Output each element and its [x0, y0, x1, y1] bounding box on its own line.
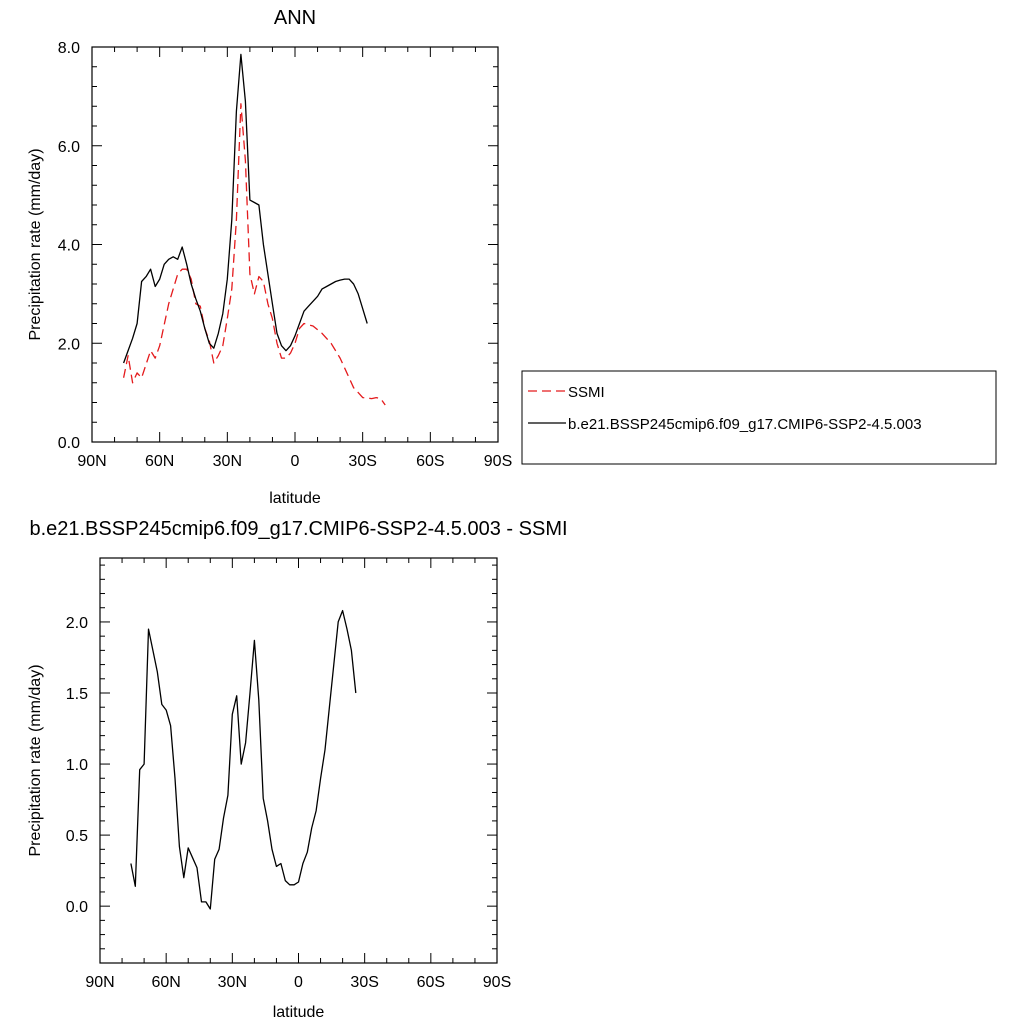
x-tick-label: 60S: [417, 974, 445, 991]
plot-frame: [99, 557, 498, 964]
y-tick-label: 0.0: [58, 435, 80, 452]
legend: SSMI b.e21.BSSP245cmip6.f09_g17.CMIP6-SSP…: [521, 370, 997, 465]
y-axis-label: Precipitation rate (mm/day): [27, 664, 44, 856]
y-tick-label: 8.0: [58, 40, 80, 57]
legend-entry: b.e21.BSSP245cmip6.f09_g17.CMIP6-SSP2-4.…: [568, 416, 922, 433]
y-tick-label: 1.0: [66, 757, 88, 774]
chart-title: ANN: [274, 7, 316, 29]
y-tick-label: 2.0: [58, 336, 80, 353]
y-tick-label: 0.5: [66, 828, 88, 845]
x-tick-label: 0: [291, 453, 300, 470]
panel-mean-precipitation: ANN 90N 60N 30N 0 30S 60S 90S 0.0 2.0 4.0 6.0 8.0 lat…: [27, 7, 997, 507]
y-tick-label: 2.0: [66, 615, 88, 632]
x-tick-label: 30S: [350, 974, 378, 991]
x-tick-label: 90S: [483, 974, 511, 991]
x-tick-label: 0: [294, 974, 303, 991]
series-line-1: [122, 53, 368, 364]
x-tick-label: 30N: [218, 974, 247, 991]
x-axis-label: latitude: [273, 1004, 325, 1021]
plot-frame: [91, 46, 499, 443]
chart-title: b.e21.BSSP245cmip6.f09_g17.CMIP6-SSP2-4.…: [29, 518, 567, 540]
y-tick-label: 4.0: [58, 238, 80, 255]
panel-difference-precipitation: b.e21.BSSP245cmip6.f09_g17.CMIP6-SSP2-4.…: [27, 518, 568, 1021]
y-tick-label: 0.0: [66, 899, 88, 916]
x-tick-label: 60N: [151, 974, 180, 991]
y-tick-label: 1.5: [66, 686, 88, 703]
legend-entry: SSMI: [568, 384, 605, 401]
x-tick-label: 60S: [416, 453, 444, 470]
x-tick-label: 90N: [85, 974, 114, 991]
x-axis-label: latitude: [269, 490, 321, 507]
x-tick-label: 90N: [77, 453, 106, 470]
series-line-0: [122, 103, 386, 406]
x-tick-label: 30S: [348, 453, 376, 470]
series-line-0: [130, 609, 357, 910]
x-tick-label: 90S: [484, 453, 512, 470]
y-tick-label: 6.0: [58, 139, 80, 156]
x-tick-label: 30N: [213, 453, 242, 470]
legend-box: [521, 370, 997, 465]
x-tick-label: 60N: [145, 453, 174, 470]
y-axis-label: Precipitation rate (mm/day): [27, 148, 44, 340]
